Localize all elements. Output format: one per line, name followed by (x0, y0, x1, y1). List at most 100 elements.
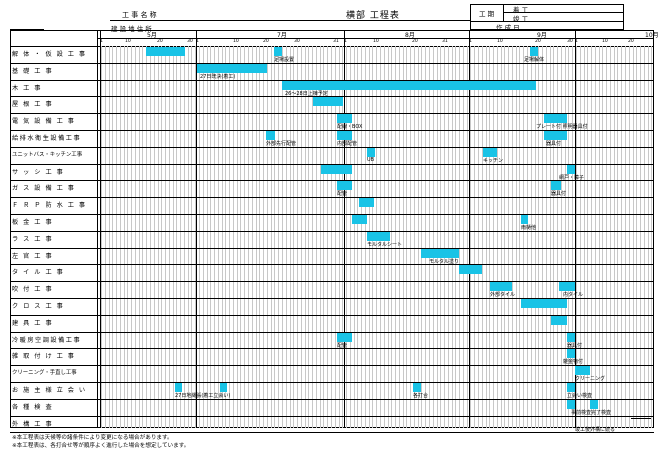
day-gridline (398, 46, 400, 428)
schedule-bar (282, 80, 536, 90)
day-gridline (297, 46, 299, 428)
day-gridline (523, 46, 525, 428)
row-label: クリーニング・手直し工事 (12, 370, 77, 377)
day-gridline (594, 46, 596, 428)
bar-annotation: 配管 (337, 191, 348, 198)
row-rule (10, 247, 654, 249)
bar-annotation: 外部先行配管 (266, 141, 297, 147)
period-label: 工 期 (479, 10, 495, 18)
day-gridline (187, 46, 189, 428)
day-gridline (278, 46, 280, 428)
schedule-bar (521, 299, 567, 308)
day-gridline (428, 46, 430, 428)
day-gridline (636, 46, 638, 428)
schedule-bar (337, 114, 352, 124)
bar-annotation: 外部タイル (490, 292, 516, 299)
footnote: ※本工程表は、各打合せ等が順序よく進行した場合を想定しています。 (12, 443, 190, 449)
bar-annotation: モルタルシート (367, 241, 403, 248)
day-gridline (508, 46, 510, 428)
day-gridline (281, 46, 283, 428)
day-gridline (402, 46, 404, 428)
day-tick-label: 30 (187, 39, 193, 44)
schedule-bar (359, 198, 374, 208)
day-gridline (274, 46, 276, 428)
schedule-bar (175, 383, 182, 392)
day-gridline (364, 46, 366, 428)
row-label: 木 工 事 (12, 84, 42, 92)
day-gridline (150, 46, 151, 428)
project-name-label: 工 事 名 称 (122, 11, 157, 19)
day-gridline (447, 46, 449, 428)
day-tick-label: 1 (196, 39, 199, 44)
day-gridline (285, 46, 287, 428)
day-gridline (361, 46, 363, 428)
schedule-bar (490, 282, 512, 292)
day-gridline (625, 46, 627, 428)
day-gridline (417, 46, 419, 428)
bar-annotation: 27日既決(着工) (200, 73, 236, 80)
completion-arrow-line (631, 418, 651, 419)
header-rule (110, 20, 470, 21)
row-label: 外 構 工 事 (12, 420, 54, 428)
row-label: 給排水衛生設備工事 (12, 135, 82, 142)
day-gridline (289, 46, 291, 428)
label-column-divider (97, 30, 98, 428)
schedule-bar (521, 215, 528, 224)
day-gridline (455, 46, 457, 428)
schedule-bar (459, 265, 482, 275)
day-gridline (127, 46, 129, 428)
bar-annotation: プレート付 照明器具付 (536, 124, 588, 131)
row-label: 基 礎 工 事 (12, 67, 54, 75)
day-gridline (602, 46, 604, 428)
row-rule (10, 146, 654, 148)
schedule-bar (567, 383, 575, 392)
day-gridline (165, 46, 167, 428)
schedule-bar (575, 366, 590, 376)
day-tick-label: 30 (567, 39, 573, 44)
day-gridline (293, 46, 295, 428)
day-gridline (413, 46, 415, 428)
day-gridline (202, 46, 204, 428)
day-gridline (560, 46, 562, 428)
day-gridline (300, 46, 302, 428)
schedule-bar (567, 349, 575, 359)
row-label: ラ ス 工 事 (12, 235, 54, 243)
day-gridline (240, 46, 242, 428)
day-gridline (172, 46, 174, 428)
row-label: 解 体 ・ 仮 設 工 事 (12, 51, 87, 58)
month-label: 7月 (277, 32, 287, 39)
day-gridline (259, 46, 261, 428)
day-gridline (576, 46, 578, 428)
schedule-bar (567, 399, 575, 409)
day-gridline (568, 46, 570, 428)
row-rule (10, 314, 654, 316)
bar-annotation: 器具付 (567, 342, 583, 349)
day-gridline (515, 46, 517, 428)
day-gridline (542, 46, 544, 428)
day-gridline (557, 46, 559, 428)
schedule-bar (567, 332, 575, 342)
day-gridline (304, 46, 306, 428)
end-label: 竣 工 (513, 15, 529, 23)
row-rule (10, 365, 654, 367)
bar-annotation: 配管 (337, 342, 348, 349)
day-tick-label: 10 (373, 39, 379, 44)
day-gridline (640, 46, 642, 428)
day-gridline (244, 46, 246, 428)
day-gridline (353, 46, 355, 428)
bar-annotation: 足場解体 (524, 57, 545, 63)
day-tick-label: 20 (157, 39, 163, 44)
schedule-bar (266, 131, 275, 140)
schedule-bar (274, 47, 282, 56)
day-gridline (606, 46, 608, 428)
row-label: Ｆ Ｒ Ｐ 防 水 工 事 (12, 202, 87, 210)
bar-annotation: 配線・BOX (337, 124, 363, 131)
footnote: ※本工程表は天候等の諸条件により変更になる場合があります。 (12, 435, 173, 441)
day-gridline (195, 46, 197, 428)
day-gridline (395, 46, 397, 428)
day-gridline (199, 46, 201, 428)
day-gridline (579, 46, 581, 428)
bar-annotation: 26〜28日上棟予定 (285, 90, 328, 97)
schedule-bar (146, 47, 185, 56)
bar-annotation: 事前検査完了検査 (571, 409, 612, 416)
